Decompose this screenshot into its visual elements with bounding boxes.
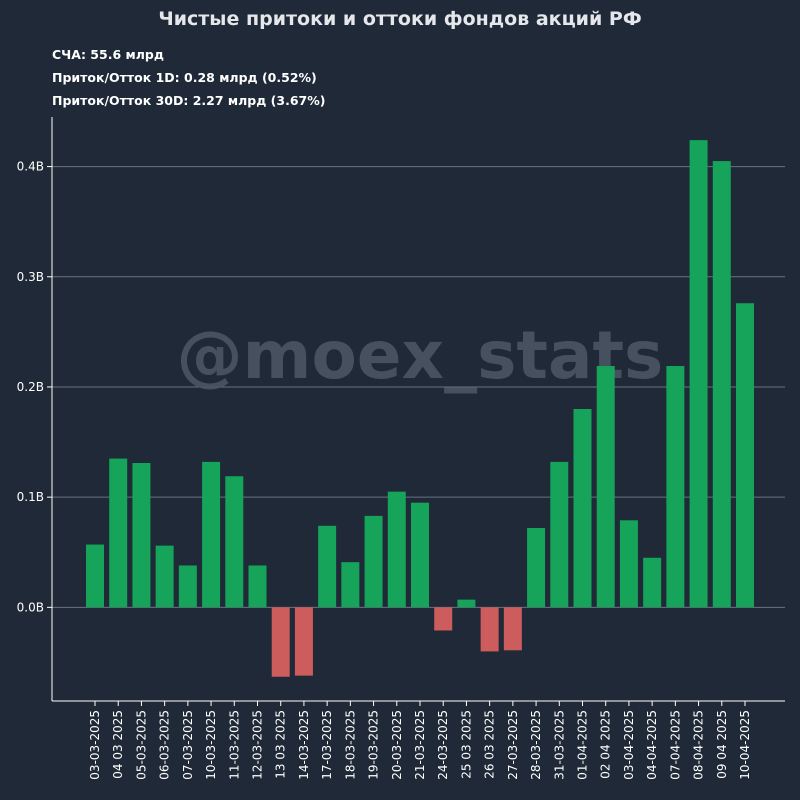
bar — [619, 520, 638, 608]
bar — [434, 607, 453, 631]
x-tick-label: 13 03 2025 — [274, 710, 288, 779]
x-tick-label: 24-03-2025 — [436, 710, 450, 780]
x-tick-label: 11-03-2025 — [227, 710, 241, 780]
bar — [689, 140, 708, 608]
x-tick-label: 25 03 2025 — [459, 710, 473, 779]
axes — [51, 117, 785, 702]
stats-block: СЧА: 55.6 млрд Приток/Отток 1D: 0.28 млр… — [52, 43, 325, 112]
bar — [666, 366, 685, 608]
x-tick-label: 06-03-2025 — [158, 710, 172, 780]
x-tick-label: 28-03-2025 — [529, 710, 543, 780]
x-tick-label: 03-03-2025 — [88, 710, 102, 780]
y-ticks: 0.0B 0.1B 0.2B 0.3B 0.4B — [17, 160, 52, 614]
bar — [225, 476, 244, 608]
y-tick-label: 0.1B — [17, 490, 44, 504]
bar — [457, 599, 476, 608]
x-tick-label: 18-03-2025 — [343, 710, 357, 780]
y-tick-label: 0.3B — [17, 270, 44, 284]
y-tick-label: 0.4B — [17, 160, 44, 174]
x-tick-label: 19-03-2025 — [367, 710, 381, 780]
grid-lines — [52, 166, 785, 608]
x-tick-label: 14-03-2025 — [297, 710, 311, 780]
flow-1d-line: Приток/Отток 1D: 0.28 млрд (0.52%) — [52, 70, 317, 85]
x-tick-label: 31-03-2025 — [552, 710, 566, 780]
bar — [271, 607, 290, 677]
bar — [86, 544, 104, 608]
bars — [86, 140, 754, 677]
bar — [387, 491, 406, 608]
bar — [318, 525, 337, 608]
x-tick-label: 05-03-2025 — [134, 710, 148, 780]
y-tick-label: 0.0B — [17, 600, 44, 614]
flow-30d-line: Приток/Отток 30D: 2.27 млрд (3.67%) — [52, 93, 326, 108]
x-tick-label: 01-04-2025 — [576, 710, 590, 780]
bar — [411, 502, 429, 608]
x-tick-label: 07-04-2025 — [668, 710, 682, 780]
x-tick-label: 08-04-2025 — [692, 710, 706, 780]
bar — [364, 515, 383, 608]
x-ticks: 03-03-2025 04 03 2025 05-03-2025 06-03-2025… — [88, 701, 752, 780]
bar — [550, 461, 569, 608]
bar — [132, 462, 151, 608]
x-tick-label: 12-03-2025 — [251, 710, 265, 780]
x-tick-label: 07-03-2025 — [181, 710, 195, 780]
x-tick-label: 27-03-2025 — [506, 710, 520, 780]
bar — [178, 565, 197, 608]
x-tick-label: 10-04-2025 — [738, 710, 752, 780]
bar — [109, 458, 128, 608]
bar — [294, 607, 313, 676]
nav-value-line: СЧА: 55.6 млрд — [52, 47, 164, 62]
watermark: @moex_stats — [177, 317, 664, 394]
bar — [596, 366, 615, 608]
chart-title: Чистые притоки и оттоки фондов акций РФ — [158, 8, 642, 30]
bar — [643, 557, 662, 608]
x-tick-label: 21-03-2025 — [413, 710, 427, 780]
bar — [341, 562, 360, 608]
bar — [480, 607, 499, 652]
bar — [248, 565, 267, 608]
bar — [573, 409, 592, 608]
x-tick-label: 04-04-2025 — [645, 710, 659, 780]
x-tick-label: 03-04-2025 — [622, 710, 636, 780]
x-tick-label: 17-03-2025 — [320, 710, 334, 780]
bar — [202, 461, 221, 608]
x-tick-label: 04 03 2025 — [111, 710, 125, 779]
x-tick-label: 10-03-2025 — [204, 710, 218, 780]
x-tick-label: 26 03 2025 — [483, 710, 497, 779]
bar — [503, 607, 522, 651]
x-tick-label: 02 04 2025 — [599, 710, 613, 779]
x-tick-label: 20-03-2025 — [390, 710, 404, 780]
y-tick-label: 0.2B — [17, 380, 44, 394]
bar — [712, 161, 731, 608]
bar — [527, 528, 546, 608]
bar — [155, 545, 174, 608]
bar — [736, 303, 754, 608]
x-tick-label: 09 04 2025 — [715, 710, 729, 779]
